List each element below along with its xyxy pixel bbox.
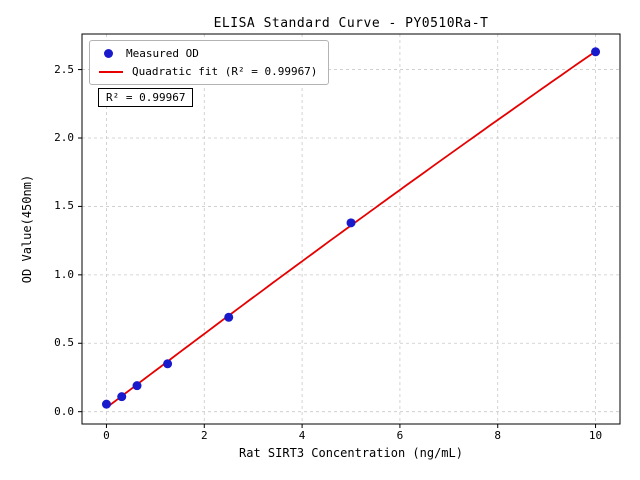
- y-tick-label: 0.0: [54, 404, 74, 418]
- data-point: [117, 392, 127, 402]
- y-tick-label: 2.0: [54, 131, 74, 144]
- y-tick-label: 2.5: [54, 62, 74, 76]
- legend-item-quadratic-fit: Quadratic fit (R² = 0.99967): [99, 65, 317, 78]
- x-tick-label: 4: [298, 429, 306, 442]
- chart-title: ELISA Standard Curve - PY0510Ra-T: [213, 16, 489, 31]
- x-tick-label: 6: [396, 429, 404, 442]
- legend-label-quadratic-fit: Quadratic fit (R² = 0.99967): [132, 65, 318, 78]
- x-tick-label: 0: [103, 429, 110, 442]
- legend: Measured OD Quadratic fit (R² = 0.99967): [89, 40, 330, 85]
- r-squared-annotation: R² = 0.99967: [98, 88, 194, 107]
- plot-border: [81, 33, 621, 425]
- y-tick-label: 1.0: [54, 267, 74, 281]
- data-point: [591, 47, 601, 57]
- x-axis-label: Rat SIRT3 Concentration (ng/mL): [239, 446, 463, 460]
- data-point: [346, 218, 356, 228]
- measured-od-marker-icon: [104, 49, 113, 58]
- x-tick-label: 8: [494, 429, 502, 442]
- data-point: [224, 312, 234, 322]
- x-tick-label: 2: [200, 429, 208, 442]
- x-tick-label: 10: [588, 429, 603, 442]
- legend-label-measured-od: Measured OD: [126, 47, 199, 60]
- y-tick-label: 1.5: [54, 199, 74, 213]
- data-point: [101, 399, 111, 409]
- y-axis-label: OD Value(450nm): [20, 174, 34, 284]
- y-tick-label: 0.5: [54, 336, 74, 350]
- data-point: [163, 359, 173, 369]
- fit-line-marker-icon: [99, 70, 123, 73]
- legend-item-measured-od: Measured OD: [99, 47, 317, 60]
- data-point: [132, 381, 142, 391]
